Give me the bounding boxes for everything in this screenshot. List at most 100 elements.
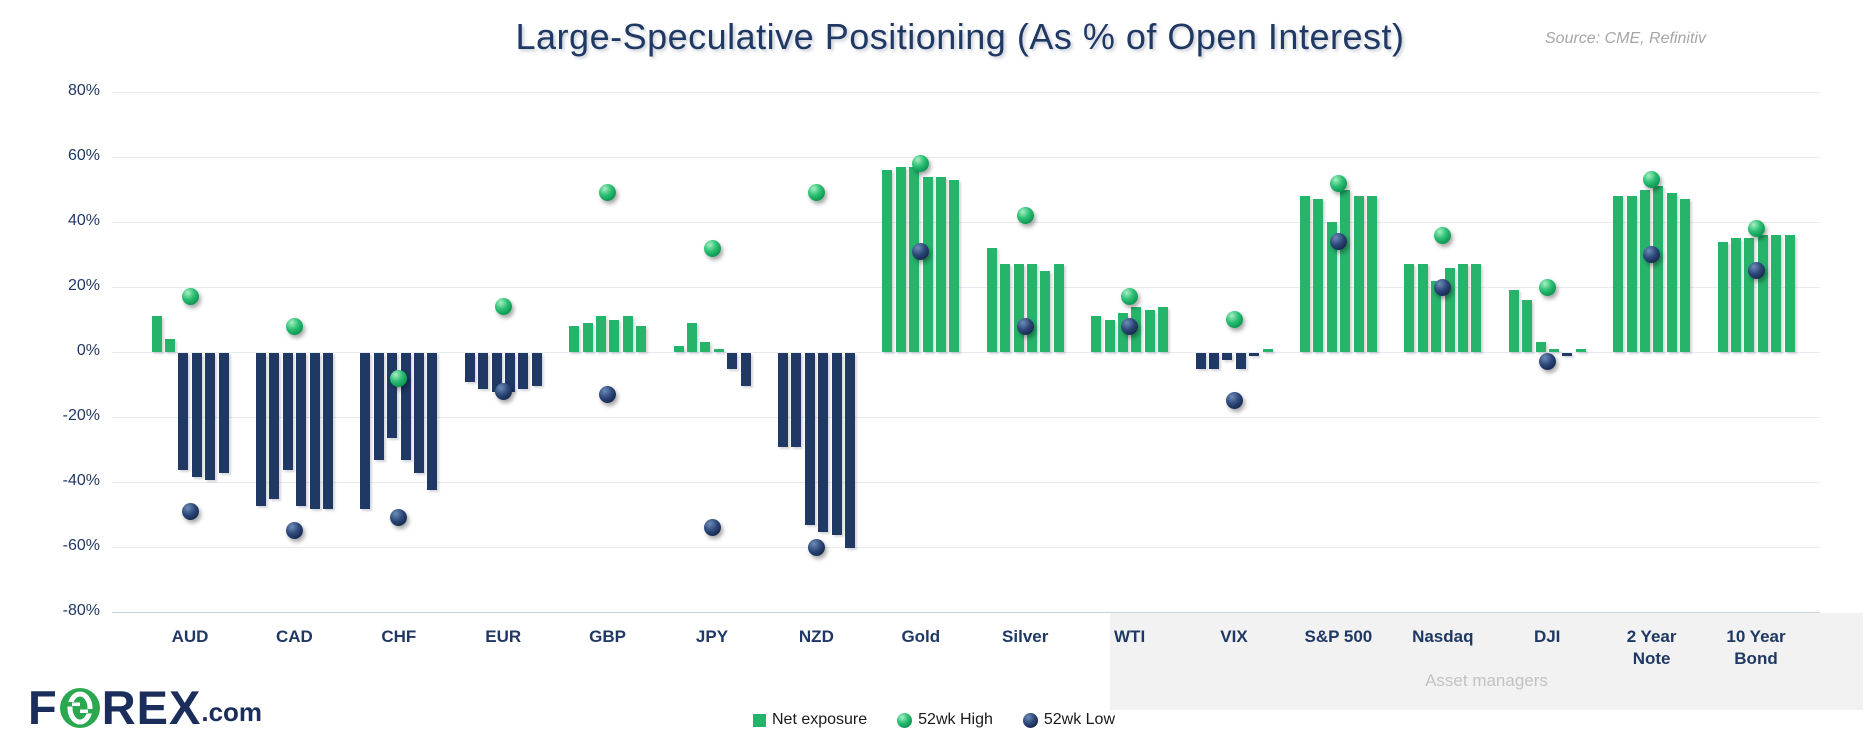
asset-managers-band — [1110, 613, 1863, 710]
52wk-high-dot — [1643, 171, 1661, 189]
52wk-high-dot — [912, 155, 930, 172]
net-exposure-bar — [986, 248, 997, 352]
52wk-high-dot — [703, 239, 721, 257]
legend-item-52wk-low: 52wk Low — [1022, 711, 1115, 729]
net-exposure-bar — [1144, 309, 1155, 352]
net-exposure-bar — [322, 353, 333, 509]
net-exposure-bar — [1744, 238, 1755, 352]
net-exposure-bar — [373, 353, 384, 461]
net-exposure-bar — [1431, 280, 1442, 352]
net-exposure-bar — [151, 316, 162, 352]
net-exposure-bar — [1313, 199, 1324, 352]
high-marker-icon — [897, 712, 913, 728]
net-exposure-bar — [413, 353, 424, 474]
net-exposure-bar — [1771, 235, 1782, 352]
net-exposure-bar — [1299, 196, 1310, 352]
x-axis-category-label: CAD — [275, 627, 313, 646]
52wk-low-dot — [912, 242, 930, 260]
x-axis-category-label: WTI — [1114, 627, 1146, 646]
net-exposure-bar — [882, 170, 893, 352]
x-axis-category-label: VIX — [1220, 627, 1248, 646]
net-exposure-bar — [1053, 264, 1064, 352]
net-exposure-bar — [1262, 348, 1273, 352]
net-exposure-bar — [427, 353, 438, 490]
net-exposure-bar — [622, 316, 633, 352]
net-exposure-bar — [1195, 353, 1206, 370]
x-axis-category-label: Gold — [901, 627, 941, 646]
net-exposure-bar — [700, 342, 711, 352]
y-axis-tick-label: -80% — [62, 602, 100, 619]
net-exposure-bar — [1026, 264, 1037, 352]
low-marker-icon — [1022, 712, 1038, 728]
52wk-low-dot — [390, 509, 408, 527]
gridline — [112, 222, 1820, 223]
x-axis-category-label: NZD — [798, 627, 834, 646]
52wk-high-dot — [1434, 226, 1452, 244]
net-exposure-bar — [1626, 196, 1637, 352]
x-axis-category-label: Silver — [1002, 627, 1049, 646]
legend-label-net-exposure: Net exposure — [771, 711, 868, 728]
net-exposure-bar — [464, 353, 475, 383]
y-axis-tick-label: 40% — [67, 212, 100, 229]
52wk-low-dot — [807, 538, 825, 556]
net-exposure-bar — [1575, 348, 1586, 352]
52wk-low-dot — [1643, 246, 1661, 263]
net-exposure-bar — [909, 166, 920, 352]
net-exposure-bar — [400, 353, 411, 461]
net-exposure-bar — [895, 166, 906, 352]
forex-logo: F REX .com — [28, 684, 262, 731]
net-exposure-bar — [255, 353, 266, 506]
net-exposure-bar — [218, 353, 229, 474]
gridline — [112, 417, 1820, 418]
net-exposure-bar — [1471, 264, 1482, 352]
52wk-low-dot — [1538, 353, 1556, 371]
52wk-high-dot — [390, 369, 408, 387]
net-exposure-bar — [1158, 306, 1169, 352]
net-exposure-bar — [1404, 264, 1415, 352]
legend-item-52wk-high: 52wk High — [897, 711, 993, 729]
net-exposure-bar — [1040, 270, 1051, 352]
52wk-low-dot — [494, 382, 512, 400]
gridline — [112, 482, 1820, 483]
52wk-high-dot — [1747, 220, 1765, 237]
net-exposure-bar — [178, 353, 189, 470]
52wk-high-dot — [1329, 174, 1347, 192]
net-exposure-bar — [491, 353, 502, 392]
gridline — [112, 157, 1820, 158]
52wk-high-dot — [1538, 278, 1556, 296]
52wk-high-dot — [285, 317, 303, 335]
52wk-high-dot — [494, 298, 512, 315]
legend-label-52wk-high: 52wk High — [918, 711, 993, 728]
net-exposure-bar — [804, 353, 815, 526]
legend-item-net-exposure: Net exposure — [752, 711, 868, 729]
x-axis-category-label: S&P 500 — [1304, 627, 1373, 646]
y-axis-tick-label: 60% — [67, 147, 100, 164]
52wk-high-dot — [599, 184, 617, 202]
y-axis-tick-label: 0% — [76, 342, 100, 359]
net-exposure-bar — [686, 322, 697, 352]
net-exposure-bar — [164, 339, 175, 352]
net-exposure-bar — [1444, 267, 1455, 352]
net-exposure-bar — [1548, 348, 1559, 352]
net-exposure-bar — [1666, 192, 1677, 352]
net-exposure-bar — [1340, 189, 1351, 352]
52wk-high-dot — [1016, 207, 1034, 224]
y-axis-tick-label: -40% — [62, 472, 100, 489]
net-exposure-bar — [1104, 319, 1115, 352]
x-axis-category-label: CHF — [381, 627, 417, 646]
x-axis-category-label: EUR — [485, 627, 522, 646]
net-exposure-bar — [309, 353, 320, 509]
net-exposure-bar — [1366, 196, 1377, 352]
net-exposure-bar — [1326, 222, 1337, 352]
x-axis-category-label: 2 Year Note — [1626, 627, 1677, 668]
x-axis-category-label: DJI — [1533, 627, 1561, 646]
net-exposure-bar — [844, 353, 855, 548]
y-axis-tick-label: 80% — [67, 82, 100, 99]
net-exposure-bar — [478, 353, 489, 389]
net-exposure-bar — [777, 353, 788, 448]
net-exposure-bar — [1717, 241, 1728, 352]
net-exposure-bar — [1730, 238, 1741, 352]
net-exposure-bar — [1653, 186, 1664, 352]
